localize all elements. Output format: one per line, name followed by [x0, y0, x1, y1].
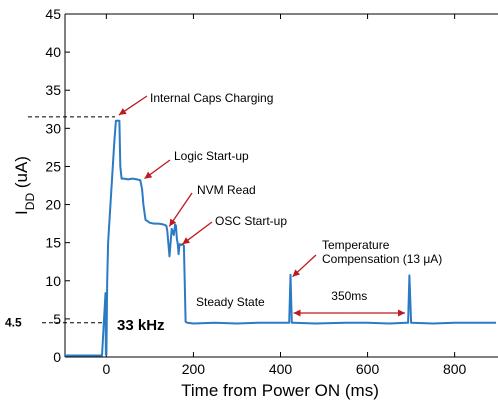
annotation-33khz: 33 kHz	[117, 317, 165, 334]
y-tick-label: 35	[45, 82, 61, 98]
axes	[64, 13, 498, 358]
x-tick-label: 400	[269, 361, 293, 377]
series-line	[65, 119, 496, 357]
annotation-temp-line1: Temperature	[322, 238, 390, 252]
y-tick-label: 10	[45, 273, 61, 289]
series-group	[65, 119, 496, 357]
span-arrow-left-head	[293, 309, 301, 317]
y-ticks: 0 5 10 15 20 25 30 35 40 45	[45, 6, 70, 365]
x-tick-label: 200	[182, 361, 206, 377]
annotation-nvm: NVM Read	[197, 183, 256, 197]
logic-arrow-head	[144, 171, 153, 179]
osc-arrow-head	[182, 237, 191, 245]
y-axis-label-main: I	[12, 210, 31, 215]
span-arrow-right-head	[398, 309, 406, 317]
y-tick-label: 5	[53, 311, 61, 327]
annotation-350ms: 350ms	[331, 289, 367, 303]
annotation-temp-line2: Compensation (13 μA)	[322, 252, 442, 266]
y-tick-label: 30	[45, 120, 61, 136]
annotation-steady: Steady State	[196, 295, 265, 309]
annotation-osc: OSC Start-up	[215, 214, 287, 228]
x-axis-label: Time from Power ON (ms)	[181, 381, 379, 400]
y-axis-label-unit: (uA)	[12, 156, 31, 193]
y-tick-label: 0	[53, 349, 61, 365]
annotation-logic: Logic Start-up	[174, 149, 249, 163]
y-tick-label: 45	[45, 6, 61, 22]
annotations: Internal Caps Charging Logic Start-up NVM …	[117, 91, 442, 334]
nvm-arrow-head	[169, 218, 177, 227]
y-tick-label: 15	[45, 235, 61, 251]
steady-reference-value: 4.5	[5, 316, 22, 330]
y-axis-label: IDD (uA)	[12, 156, 37, 215]
annotation-caps: Internal Caps Charging	[150, 91, 273, 105]
temp-arrow-head	[292, 269, 301, 277]
y-tick-label: 20	[45, 197, 61, 213]
x-tick-label: 600	[356, 361, 380, 377]
x-tick-label: 0	[102, 361, 110, 377]
caps-arrow-head	[118, 108, 127, 115]
y-axis-label-sub: DD	[23, 193, 37, 211]
y-tick-label: 25	[45, 158, 61, 174]
x-ticks: 0 200 400 600 800	[102, 14, 467, 377]
x-tick-label: 800	[443, 361, 467, 377]
reference-lines: 4.5	[5, 116, 116, 330]
y-tick-label: 40	[45, 44, 61, 60]
